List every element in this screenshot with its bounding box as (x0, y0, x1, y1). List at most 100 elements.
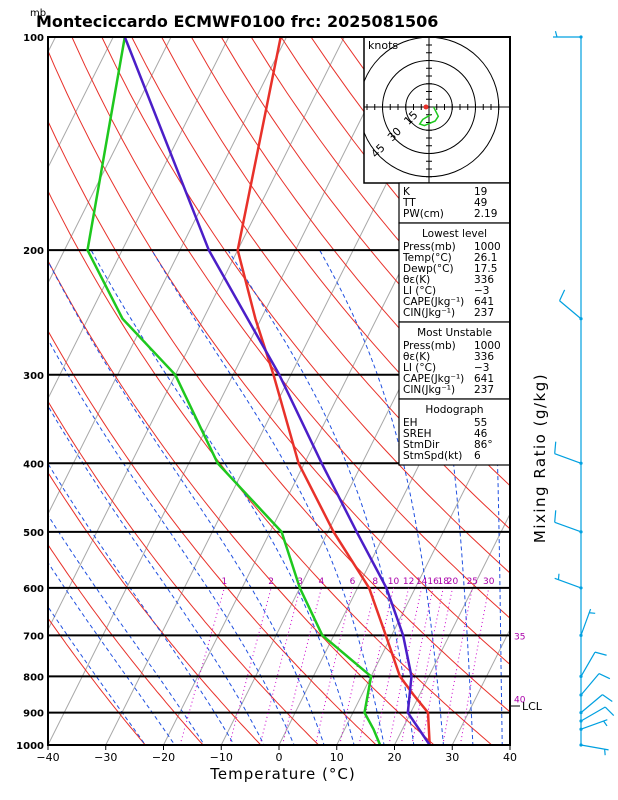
temperature-tick-label: −20 (152, 751, 175, 764)
wind-barb (580, 694, 603, 714)
wind-barb-feather (603, 720, 608, 727)
index-value: 55 (474, 417, 487, 429)
wind-barb-feather (589, 612, 596, 614)
dry-adiabat-line (131, 37, 510, 530)
mixing-ratio-label: 25 (467, 577, 478, 587)
mixing-ratio-side-label: 35 (514, 632, 525, 642)
temperature-tick-label: 40 (503, 751, 517, 764)
wind-barb-feather (604, 749, 606, 756)
moist-adiabat-line (48, 561, 176, 745)
background-lines (48, 37, 510, 745)
index-label: CIN(Jkg⁻¹) (403, 384, 455, 396)
dry-adiabat-line (48, 471, 262, 745)
pressure-tick-label: 600 (23, 584, 44, 595)
dry-adiabat-line (48, 120, 510, 713)
wind-barb (559, 300, 582, 320)
index-value: 336 (474, 274, 494, 286)
mixing-ratio-label: 12 (403, 577, 414, 587)
temperature-tick-label: −30 (94, 751, 117, 764)
mixing-ratio-label: 20 (447, 577, 459, 587)
mixing-ratio-line (259, 587, 301, 745)
temperature-tick-label: −10 (210, 751, 233, 764)
index-label: Press(mb) (403, 340, 456, 352)
pressure-tick-label: 800 (23, 672, 44, 683)
wind-barb (580, 706, 606, 722)
dewpoint-profile-line (86, 37, 382, 745)
indices-box-header: Most Unstable (417, 327, 492, 339)
indices-box-header: Hodograph (425, 404, 483, 416)
index-value: 641 (474, 296, 494, 308)
isotherm-line (393, 512, 510, 745)
mixing-ratio-axis-label: Mixing Ratio (g/kg) (531, 373, 549, 543)
wind-barb-feather (557, 573, 560, 580)
pressure-tick-label: 300 (23, 371, 44, 382)
mixing-ratio-line (374, 587, 410, 745)
mixing-ratio-line (442, 587, 473, 745)
wind-barb (554, 577, 582, 589)
isotherm-line (48, 37, 345, 631)
index-value: 237 (474, 384, 494, 396)
index-value: 1000 (474, 340, 501, 352)
isotherm-line (451, 628, 510, 745)
temperature-tick-label: 10 (330, 751, 344, 764)
index-label: SREH (403, 428, 432, 440)
dry-adiabat-line (48, 329, 378, 745)
index-label: CAPE(Jkg⁻¹) (403, 296, 464, 308)
moist-adiabat-line (48, 514, 205, 745)
isotherm-line (509, 743, 510, 745)
mixing-ratio-label: 16 (427, 577, 439, 587)
dry-adiabat-line (161, 37, 510, 487)
mixing-ratio-lines (179, 587, 490, 745)
wind-barb (580, 651, 596, 677)
mixing-ratio-label: 3 (297, 577, 303, 587)
dry-adiabat-line (48, 543, 204, 745)
mixing-ratio-label: 10 (388, 577, 400, 587)
wind-barb-feather (594, 651, 607, 656)
index-value: 6 (474, 450, 481, 462)
dry-adiabat-line (48, 189, 493, 745)
temperature-tick-label: 30 (445, 751, 459, 764)
mixing-ratio-label: 30 (483, 577, 495, 587)
index-value: −3 (474, 285, 489, 297)
mixing-ratio-side-label: 40 (514, 696, 526, 706)
index-label: CIN(Jkg⁻¹) (403, 307, 455, 319)
moist-adiabat-line (90, 249, 355, 745)
index-label: Press(mb) (403, 241, 456, 253)
isotherm-line (48, 37, 172, 285)
wind-barb-feather (554, 441, 557, 454)
wind-barb (580, 719, 608, 730)
mixing-ratio-line (228, 587, 272, 745)
index-label: θε(K) (403, 274, 430, 286)
wind-barb-feather (602, 694, 613, 702)
index-value: 17.5 (474, 263, 497, 275)
index-value: 49 (474, 197, 487, 209)
pressure-tick-label: 700 (23, 631, 44, 642)
isotherm-line (48, 37, 287, 516)
pressure-tick-label: 400 (23, 459, 44, 470)
index-value: 46 (474, 428, 488, 440)
index-label: CAPE(Jkg⁻¹) (403, 373, 464, 385)
wind-barb-feather (559, 289, 566, 301)
wind-barb-feather (554, 31, 558, 38)
index-label: EH (403, 417, 418, 429)
storm-motion-marker (423, 104, 429, 110)
wind-barb (554, 453, 582, 464)
wind-barb-feather (598, 673, 611, 680)
wind-barb-staff (553, 31, 615, 756)
parcel-profile-line (123, 37, 431, 745)
moist-adiabat-line (48, 462, 235, 745)
index-label: Temp(°C) (402, 252, 452, 264)
isotherm-line (48, 37, 114, 169)
mixing-ratio-label: 14 (416, 577, 428, 587)
pressure-tick-label: 500 (23, 528, 44, 539)
pressure-tick-label: 100 (23, 33, 44, 44)
index-label: StmDir (403, 439, 440, 451)
index-label: Dewp(°C) (403, 263, 454, 275)
moist-adiabat-line (151, 249, 385, 745)
mixing-ratio-line (315, 587, 353, 745)
mixing-ratio-label: 8 (372, 577, 378, 587)
mixing-ratio-label: 2 (268, 577, 274, 587)
